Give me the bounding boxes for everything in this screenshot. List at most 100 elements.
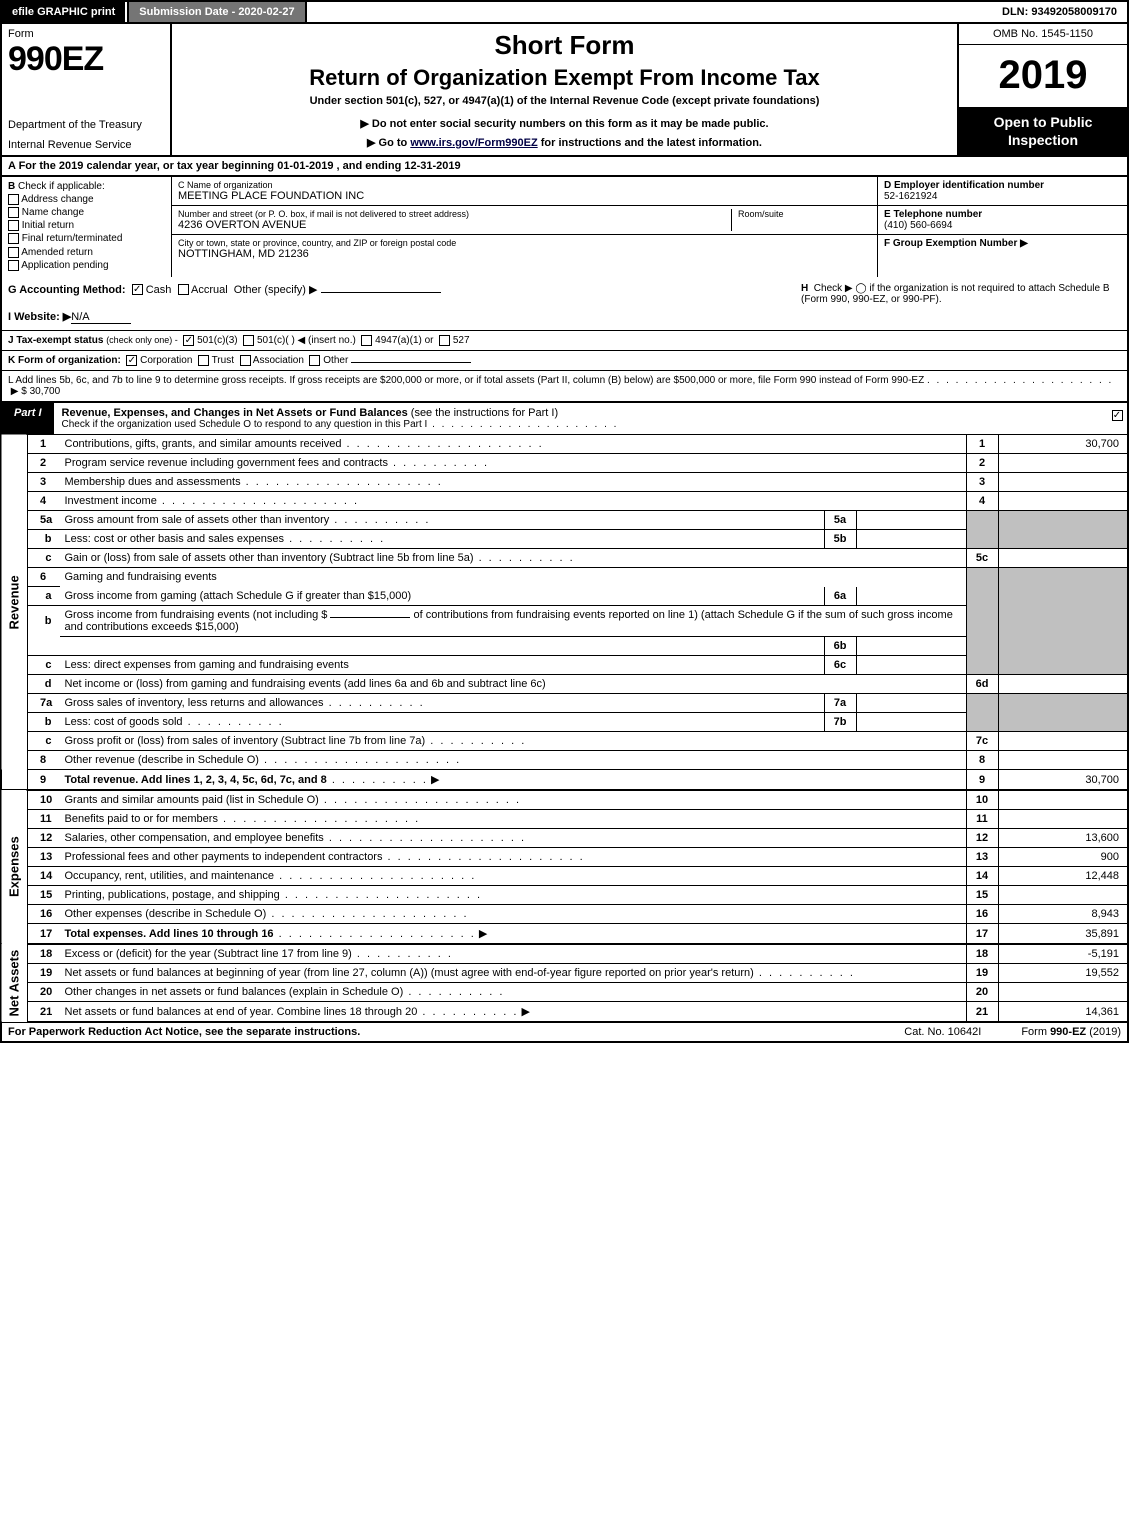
- dln-label: DLN: 93492058009170: [992, 2, 1127, 22]
- short-form-title: Short Form: [178, 30, 951, 61]
- final-return-checkbox[interactable]: [8, 233, 19, 244]
- association-checkbox[interactable]: [240, 355, 251, 366]
- d: [352, 948, 453, 960]
- line-19-num: 19: [28, 964, 60, 983]
- line-21-amount: 14,361: [998, 1002, 1128, 1022]
- line-15-amount: [998, 886, 1128, 905]
- schedule-o-checkbox[interactable]: ✓: [1112, 410, 1123, 421]
- header-right: OMB No. 1545-1150 2019 Open to Public In…: [957, 24, 1127, 155]
- ein-label: D Employer identification number: [884, 180, 1121, 191]
- other-org-checkbox[interactable]: [309, 355, 320, 366]
- dept-treasury: Department of the Treasury: [8, 119, 164, 131]
- form-number: 990EZ: [8, 40, 164, 79]
- line-1-box: 1: [966, 435, 998, 454]
- name-change-checkbox[interactable]: [8, 207, 19, 218]
- website-value: N/A: [71, 311, 131, 324]
- line-6c-num: c: [28, 656, 60, 675]
- d: [417, 1006, 518, 1018]
- line-4-num: 4: [28, 492, 60, 511]
- room-suite-label: Room/suite: [731, 209, 871, 231]
- part-1-badge: Part I: [2, 403, 54, 434]
- d: [474, 552, 575, 564]
- line-6b-blank[interactable]: [330, 617, 410, 618]
- line-16-amount: 8,943: [998, 905, 1128, 924]
- do-not-enter: ▶ Do not enter social security numbers o…: [178, 117, 951, 130]
- under-section: Under section 501(c), 527, or 4947(a)(1)…: [178, 95, 951, 107]
- grey-cell: [966, 587, 998, 606]
- city-state-zip: NOTTINGHAM, MD 21236: [178, 248, 871, 260]
- line-9-num: 9: [28, 770, 60, 791]
- d: [382, 851, 584, 863]
- line-13-num: 13: [28, 848, 60, 867]
- top-bar: efile GRAPHIC print Submission Date - 20…: [0, 0, 1129, 24]
- expenses-side-label: Expenses: [1, 790, 28, 944]
- grey-cell: [966, 568, 998, 587]
- line-6b-desc-1: Gross income from fundraising events (no…: [65, 609, 328, 621]
- part-1-instr: (see the instructions for Part I): [411, 407, 558, 419]
- trust-checkbox[interactable]: [198, 355, 209, 366]
- form-word: Form: [8, 28, 164, 40]
- line-19-desc: Net assets or fund balances at beginning…: [65, 967, 754, 979]
- line-12-box: 12: [966, 829, 998, 848]
- group-exemption-label: F Group Exemption Number ▶: [884, 238, 1028, 249]
- net-assets-side-label: Net Assets: [1, 944, 28, 1022]
- accrual-checkbox[interactable]: [178, 284, 189, 295]
- rev-side-end: [1, 770, 28, 791]
- header-mid: Short Form Return of Organization Exempt…: [172, 24, 957, 155]
- line-6b-sub: 6b: [824, 637, 856, 656]
- line-13-amount: 900: [998, 848, 1128, 867]
- d: [329, 514, 430, 526]
- line-6c-sub: 6c: [824, 656, 856, 675]
- org-name: MEETING PLACE FOUNDATION INC: [178, 190, 871, 202]
- other-org-label: Other: [323, 355, 348, 366]
- j-label: J Tax-exempt status: [8, 335, 103, 346]
- line-7c-amount: [998, 732, 1128, 751]
- d: [157, 495, 359, 507]
- other-specify-input[interactable]: [321, 292, 441, 293]
- cash-label: Cash: [146, 284, 172, 296]
- d: [324, 832, 526, 844]
- line-8-num: 8: [28, 751, 60, 770]
- form-ref-post: (2019): [1086, 1026, 1121, 1038]
- ein-value: 52-1621924: [884, 191, 1121, 202]
- line-19-amount: 19,552: [998, 964, 1128, 983]
- application-pending-label: Application pending: [21, 260, 108, 271]
- goto-line: ▶ Go to www.irs.gov/Form990EZ for instru…: [178, 136, 951, 149]
- other-org-input[interactable]: [351, 362, 471, 363]
- grey-cell: [998, 606, 1128, 637]
- line-10-box: 10: [966, 790, 998, 810]
- cash-checkbox[interactable]: ✓: [132, 284, 143, 295]
- section-d-e-f: D Employer identification number 52-1621…: [877, 177, 1127, 277]
- other-specify-label: Other (specify) ▶: [234, 284, 318, 296]
- cat-no: Cat. No. 10642I: [864, 1026, 1021, 1038]
- application-pending-checkbox[interactable]: [8, 260, 19, 271]
- org-name-label: C Name of organization: [178, 180, 871, 190]
- initial-return-checkbox[interactable]: [8, 220, 19, 231]
- amended-return-checkbox[interactable]: [8, 247, 19, 258]
- form-ref-num: 990-EZ: [1050, 1026, 1086, 1038]
- line-3-box: 3: [966, 473, 998, 492]
- 501c3-checkbox[interactable]: ✓: [183, 335, 194, 346]
- name-change-label: Name change: [22, 207, 84, 218]
- irs-link[interactable]: www.irs.gov/Form990EZ: [410, 137, 537, 149]
- k-label: K Form of organization:: [8, 355, 121, 366]
- d: [319, 794, 521, 806]
- goto-post: for instructions and the latest informat…: [538, 137, 762, 149]
- line-18-amount: -5,191: [998, 944, 1128, 964]
- corporation-checkbox[interactable]: ✓: [126, 355, 137, 366]
- line-20-num: 20: [28, 983, 60, 1002]
- 4947-checkbox[interactable]: [361, 335, 372, 346]
- line-14-num: 14: [28, 867, 60, 886]
- entity-block: B Check if applicable: Address change Na…: [0, 177, 1129, 277]
- line-13-desc: Professional fees and other payments to …: [65, 851, 383, 863]
- efile-print-button[interactable]: efile GRAPHIC print: [2, 2, 127, 22]
- line-18-desc: Excess or (deficit) for the year (Subtra…: [65, 948, 352, 960]
- line-5a-sub: 5a: [824, 511, 856, 530]
- section-h: H Check ▶ ◯ if the organization is not r…: [801, 283, 1121, 324]
- address-change-checkbox[interactable]: [8, 194, 19, 205]
- line-17-num: 17: [28, 924, 60, 945]
- grey-cell: [998, 637, 1128, 656]
- line-7a-sub: 7a: [824, 694, 856, 713]
- 501c-checkbox[interactable]: [243, 335, 254, 346]
- 527-checkbox[interactable]: [439, 335, 450, 346]
